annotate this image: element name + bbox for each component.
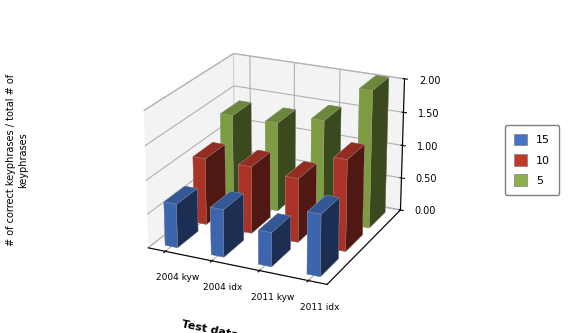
- X-axis label: Test data: Test data: [180, 319, 239, 333]
- Text: # of correct keyphrases / total # of
keyphrases: # of correct keyphrases / total # of key…: [6, 74, 28, 246]
- Legend: 15, 10, 5: 15, 10, 5: [505, 125, 559, 195]
